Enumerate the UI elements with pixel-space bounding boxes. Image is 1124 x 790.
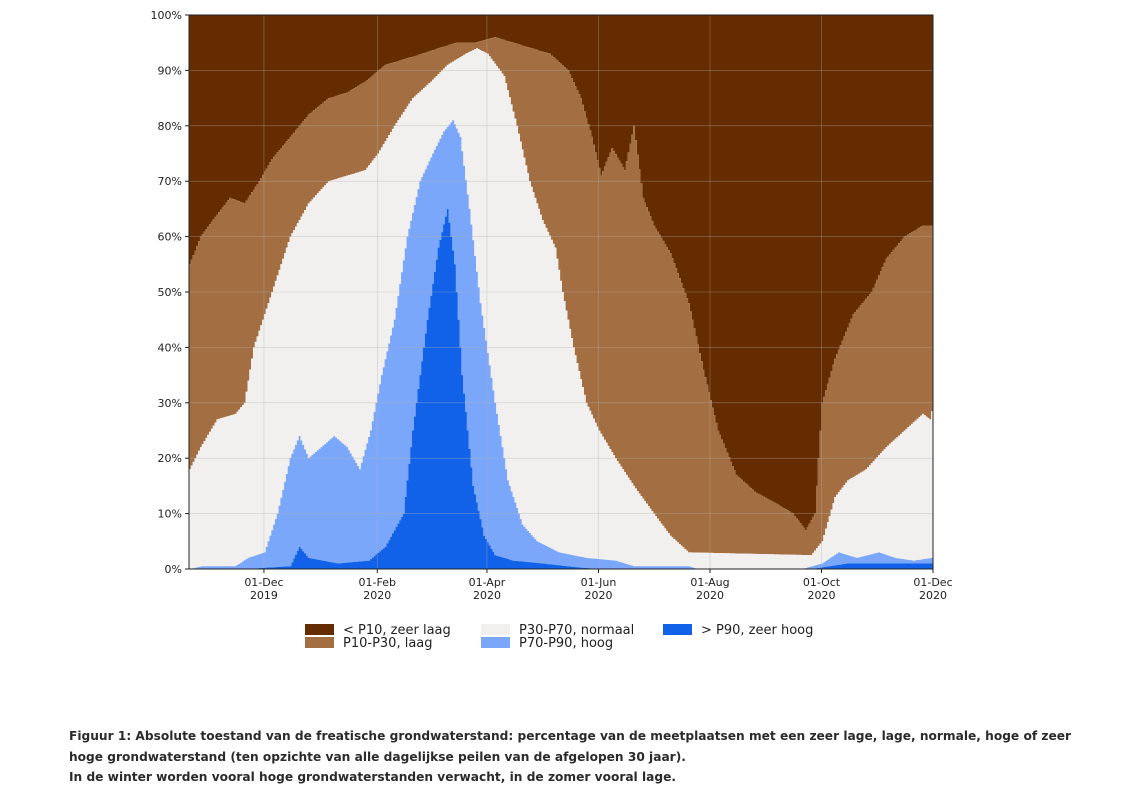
legend-swatch (481, 637, 510, 648)
y-tick-label: 70% (158, 175, 182, 188)
legend-swatch (305, 624, 334, 635)
legend-label: < P10, zeer laag (343, 623, 451, 638)
band-hoog (189, 120, 933, 569)
caption-line-1: Figuur 1: Absolute toestand van de freat… (69, 729, 1071, 743)
x-axis: 01-Dec201901-Feb202001-Apr202001-Jun2020… (244, 569, 953, 602)
legend-label: P30-P70, normaal (519, 623, 634, 638)
legend-label: > P90, zeer hoog (701, 623, 813, 638)
x-tick-label: 01-Jun (581, 576, 617, 589)
y-tick-label: 90% (158, 64, 182, 77)
x-tick-label: 01-Feb (359, 576, 396, 589)
caption-line-2: hoge grondwaterstand (ten opzichte van a… (69, 749, 686, 764)
x-tick-year-label: 2020 (473, 589, 501, 602)
figure-caption: Figuur 1: Absolute toestand van de freat… (69, 726, 1071, 788)
legend-label: P70-P90, hoog (519, 636, 613, 651)
x-tick-label: 01-Apr (469, 576, 506, 589)
caption-line-3: In de winter worden vooral hoge grondwat… (69, 770, 676, 784)
y-axis: 0% 10% 20% 30% 40% 50% 60% 70% 80% 90% 100% (151, 9, 189, 576)
y-tick-label: 100% (151, 9, 182, 22)
band-normaal (189, 48, 933, 570)
x-tick-year-label: 2019 (250, 589, 278, 602)
x-tick-label: 01-Dec (913, 576, 952, 589)
y-tick-label: 40% (158, 341, 182, 354)
band-laag (189, 37, 933, 556)
legend-swatch (481, 624, 510, 635)
x-tick-label: 01-Oct (803, 576, 841, 589)
x-tick-label: 01-Aug (690, 576, 729, 589)
x-tick-year-label: 2020 (584, 589, 612, 602)
y-tick-label: 50% (158, 286, 182, 299)
legend-swatch (663, 624, 692, 635)
y-tick-label: 10% (158, 508, 182, 521)
y-tick-label: 60% (158, 231, 182, 244)
groundwater-area-chart: 0% 10% 20% 30% 40% 50% 60% 70% 80% 90% 100% 01-Dec… (151, 9, 953, 651)
plot-area (189, 15, 933, 570)
y-tick-label: 0% (165, 563, 182, 576)
y-tick-label: 20% (158, 452, 182, 465)
band-zeer-laag (189, 15, 933, 531)
x-tick-label: 01-Dec (244, 576, 283, 589)
y-tick-label: 30% (158, 397, 182, 410)
legend-swatch (305, 637, 334, 648)
x-tick-year-label: 2020 (696, 589, 724, 602)
x-tick-year-label: 2020 (807, 589, 835, 602)
legend-label: P10-P30, laag (343, 636, 433, 651)
y-tick-label: 80% (158, 120, 182, 133)
x-tick-year-label: 2020 (363, 589, 391, 602)
x-tick-year-label: 2020 (919, 589, 947, 602)
